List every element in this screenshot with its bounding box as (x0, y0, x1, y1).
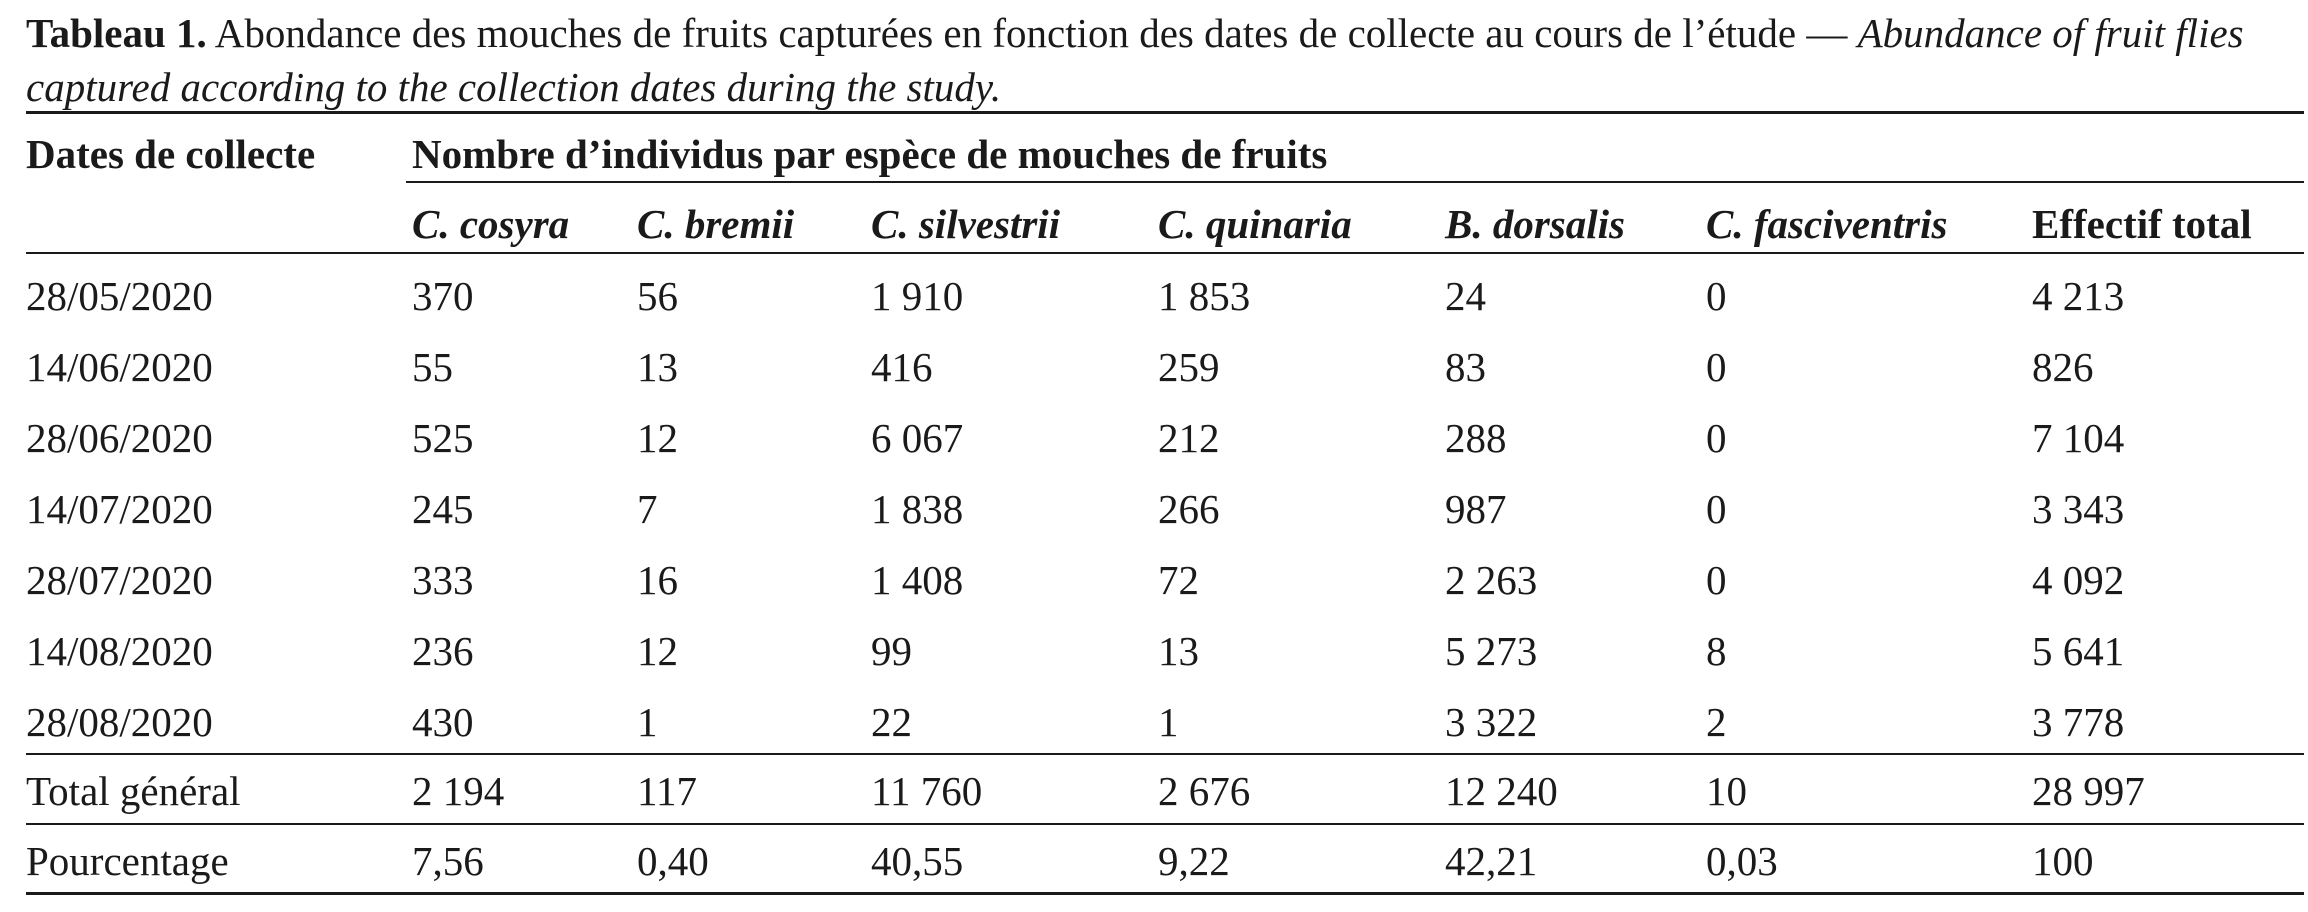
row-value-cell: 3 343 (2032, 486, 2125, 532)
row-value-cell: 2 263 (1445, 557, 1538, 603)
row-value-cell: 4 213 (2032, 273, 2125, 319)
row-value-cell: 22 (871, 699, 912, 745)
col-header-b-dorsalis: B. dorsalis (1445, 201, 1625, 247)
header-dates: Dates de collecte (26, 131, 316, 177)
row-date-cell: 14/08/2020 (26, 628, 213, 674)
row-value-cell: 416 (871, 344, 933, 390)
total-label: Total général (26, 768, 241, 814)
row-value-cell: 7 (637, 486, 658, 532)
row-value-cell: 12 (637, 628, 678, 674)
row-date-cell: 28/06/2020 (26, 415, 213, 461)
percentage-cell: 9,22 (1158, 838, 1230, 884)
row-value-cell: 13 (1158, 628, 1199, 674)
row-value-cell: 24 (1445, 273, 1486, 319)
percentage-cell: 0,03 (1706, 838, 1778, 884)
caption-text-fr: Abondance des mouches de fruits capturée… (206, 10, 1858, 56)
col-header-c-bremii: C. bremii (637, 201, 795, 247)
table-caption: Tableau 1. Abondance des mouches de frui… (26, 6, 2286, 114)
row-value-cell: 83 (1445, 344, 1486, 390)
total-cell: 11 760 (871, 768, 983, 814)
percentage-rule (26, 823, 2304, 825)
caption-text-en: Abundance of fruit flies captured accord… (26, 10, 2244, 110)
row-value-cell: 245 (412, 486, 474, 532)
percentage-cell: 42,21 (1445, 838, 1538, 884)
percentage-cell: 0,40 (637, 838, 709, 884)
percentage-cell: 40,55 (871, 838, 964, 884)
row-value-cell: 0 (1706, 557, 1727, 603)
row-date-cell: 14/07/2020 (26, 486, 213, 532)
row-value-cell: 0 (1706, 486, 1727, 532)
col-header-effectif-total: Effectif total (2032, 201, 2252, 247)
group-header-rule (406, 181, 2304, 183)
row-date-cell: 28/08/2020 (26, 699, 213, 745)
row-value-cell: 525 (412, 415, 474, 461)
row-value-cell: 0 (1706, 273, 1727, 319)
row-value-cell: 1 910 (871, 273, 964, 319)
row-value-cell: 987 (1445, 486, 1507, 532)
top-rule (26, 111, 2304, 114)
row-value-cell: 0 (1706, 415, 1727, 461)
row-value-cell: 1 838 (871, 486, 964, 532)
bottom-rule (26, 892, 2304, 895)
row-value-cell: 5 273 (1445, 628, 1538, 674)
row-value-cell: 212 (1158, 415, 1220, 461)
row-value-cell: 3 778 (2032, 699, 2125, 745)
row-value-cell: 1 853 (1158, 273, 1251, 319)
header-group: Nombre d’individus par espèce de mouches… (412, 131, 1328, 177)
row-value-cell: 826 (2032, 344, 2094, 390)
row-value-cell: 333 (412, 557, 474, 603)
row-date-cell: 28/05/2020 (26, 273, 213, 319)
row-value-cell: 99 (871, 628, 912, 674)
total-rule (26, 753, 2304, 755)
total-cell: 2 676 (1158, 768, 1251, 814)
row-value-cell: 16 (637, 557, 678, 603)
caption-label: Tableau 1. (26, 10, 207, 56)
total-cell: 12 240 (1445, 768, 1558, 814)
header-rule (26, 252, 2304, 254)
row-value-cell: 259 (1158, 344, 1220, 390)
col-header-c-silvestrii: C. silvestrii (871, 201, 1061, 247)
row-value-cell: 13 (637, 344, 678, 390)
row-value-cell: 1 (637, 699, 658, 745)
row-date-cell: 14/06/2020 (26, 344, 213, 390)
percentage-label: Pourcentage (26, 838, 229, 884)
total-cell: 117 (637, 768, 697, 814)
row-value-cell: 4 092 (2032, 557, 2125, 603)
row-value-cell: 12 (637, 415, 678, 461)
percentage-cell: 100 (2032, 838, 2094, 884)
row-value-cell: 6 067 (871, 415, 964, 461)
row-value-cell: 430 (412, 699, 474, 745)
col-header-c-fasciventris: C. fasciventris (1706, 201, 1948, 247)
row-value-cell: 72 (1158, 557, 1199, 603)
total-cell: 28 997 (2032, 768, 2145, 814)
total-cell: 2 194 (412, 768, 505, 814)
row-value-cell: 7 104 (2032, 415, 2125, 461)
row-value-cell: 266 (1158, 486, 1220, 532)
row-value-cell: 3 322 (1445, 699, 1538, 745)
percentage-cell: 7,56 (412, 838, 484, 884)
row-value-cell: 55 (412, 344, 453, 390)
row-value-cell: 1 (1158, 699, 1179, 745)
total-cell: 10 (1706, 768, 1747, 814)
row-value-cell: 56 (637, 273, 678, 319)
col-header-c-cosyra: C. cosyra (412, 201, 570, 247)
row-value-cell: 2 (1706, 699, 1727, 745)
row-value-cell: 370 (412, 273, 474, 319)
row-value-cell: 5 641 (2032, 628, 2125, 674)
row-value-cell: 288 (1445, 415, 1507, 461)
col-header-c-quinaria: C. quinaria (1158, 201, 1352, 247)
row-value-cell: 0 (1706, 344, 1727, 390)
row-value-cell: 1 408 (871, 557, 964, 603)
row-value-cell: 8 (1706, 628, 1727, 674)
row-date-cell: 28/07/2020 (26, 557, 213, 603)
row-value-cell: 236 (412, 628, 474, 674)
